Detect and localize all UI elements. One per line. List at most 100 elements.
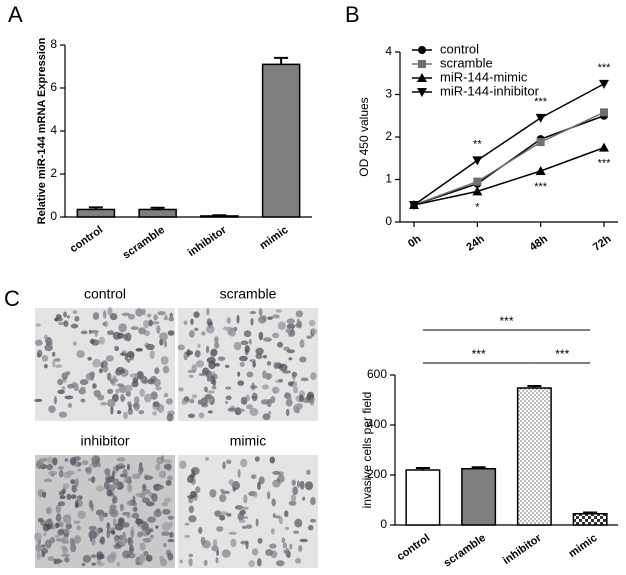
cell [71, 484, 78, 493]
legend-label: scramble [440, 55, 493, 70]
line [413, 115, 605, 206]
bar [516, 387, 552, 526]
line [413, 146, 605, 206]
cell [34, 339, 43, 346]
cell [270, 528, 275, 535]
cell [34, 532, 42, 542]
cell [220, 488, 224, 492]
cell [142, 308, 146, 316]
cell [141, 497, 150, 504]
cell [80, 386, 86, 391]
cell [119, 370, 126, 374]
cell [286, 349, 295, 354]
panel-label: C [4, 286, 20, 311]
cell [59, 495, 66, 500]
cell [70, 323, 79, 329]
cell [41, 551, 46, 558]
cell [289, 329, 296, 337]
legend-label: control [440, 41, 479, 56]
cell [139, 388, 145, 397]
cell [137, 531, 143, 538]
cell [107, 306, 113, 316]
cell [227, 407, 236, 412]
x-tick-label: 72h [591, 233, 614, 254]
cell [240, 458, 248, 468]
cell [248, 338, 252, 345]
panel-label: B [345, 2, 360, 27]
cell [56, 559, 63, 563]
cell [145, 554, 153, 562]
cell [97, 462, 101, 468]
cell [257, 537, 263, 544]
cell [278, 378, 284, 383]
cell [102, 322, 106, 326]
marker [600, 108, 608, 117]
cell [52, 457, 58, 466]
cell [63, 311, 68, 318]
cell [188, 505, 195, 514]
cell [217, 356, 226, 361]
cell [207, 410, 213, 414]
cell [123, 333, 128, 341]
cell [298, 545, 303, 552]
cell [205, 370, 213, 379]
cell [116, 410, 122, 415]
cell [253, 492, 258, 498]
cell [127, 407, 134, 416]
cell [222, 461, 226, 470]
cell [63, 533, 69, 538]
cell [100, 362, 104, 369]
cell [127, 484, 133, 493]
cell [115, 369, 122, 376]
y-tick-label: 8 [50, 37, 57, 51]
cell [221, 549, 231, 558]
cell [130, 501, 138, 507]
y-tick-label: 3 [385, 87, 392, 101]
cell [63, 320, 69, 328]
cell [296, 318, 300, 327]
cell [150, 534, 154, 539]
cell [155, 386, 162, 391]
cell [245, 524, 253, 529]
cell [57, 389, 65, 395]
cell [265, 548, 273, 556]
cell [268, 410, 272, 415]
y-tick-label: 1 [385, 172, 392, 186]
cell [179, 559, 183, 564]
cell [130, 530, 134, 539]
x-tick-label: 0h [406, 233, 424, 250]
cell [157, 486, 162, 490]
cell [54, 534, 60, 538]
error-bar [150, 206, 165, 210]
cell [106, 554, 116, 563]
cell [36, 551, 42, 560]
cell [147, 378, 156, 385]
cell [266, 361, 272, 366]
cell [256, 557, 262, 567]
bar [461, 468, 497, 526]
cell [111, 470, 115, 479]
cell [258, 308, 263, 317]
y-axis-label: invasive cells per field [360, 392, 374, 509]
cell [279, 363, 288, 372]
cell [288, 500, 297, 506]
marker [599, 79, 609, 89]
cell [58, 411, 68, 418]
cell [219, 511, 228, 516]
cell [159, 559, 168, 567]
cell [62, 483, 70, 490]
cell [212, 539, 218, 547]
error-bar [583, 511, 598, 514]
cell [91, 554, 97, 558]
cell [271, 386, 280, 394]
cell [107, 372, 112, 381]
cell [129, 544, 134, 554]
cell [120, 393, 125, 403]
x-tick-label: control [68, 224, 105, 255]
cell [43, 334, 48, 340]
cell [262, 354, 268, 359]
cell [46, 341, 52, 346]
cell [55, 504, 61, 514]
cell [234, 505, 244, 510]
cell [165, 479, 172, 486]
